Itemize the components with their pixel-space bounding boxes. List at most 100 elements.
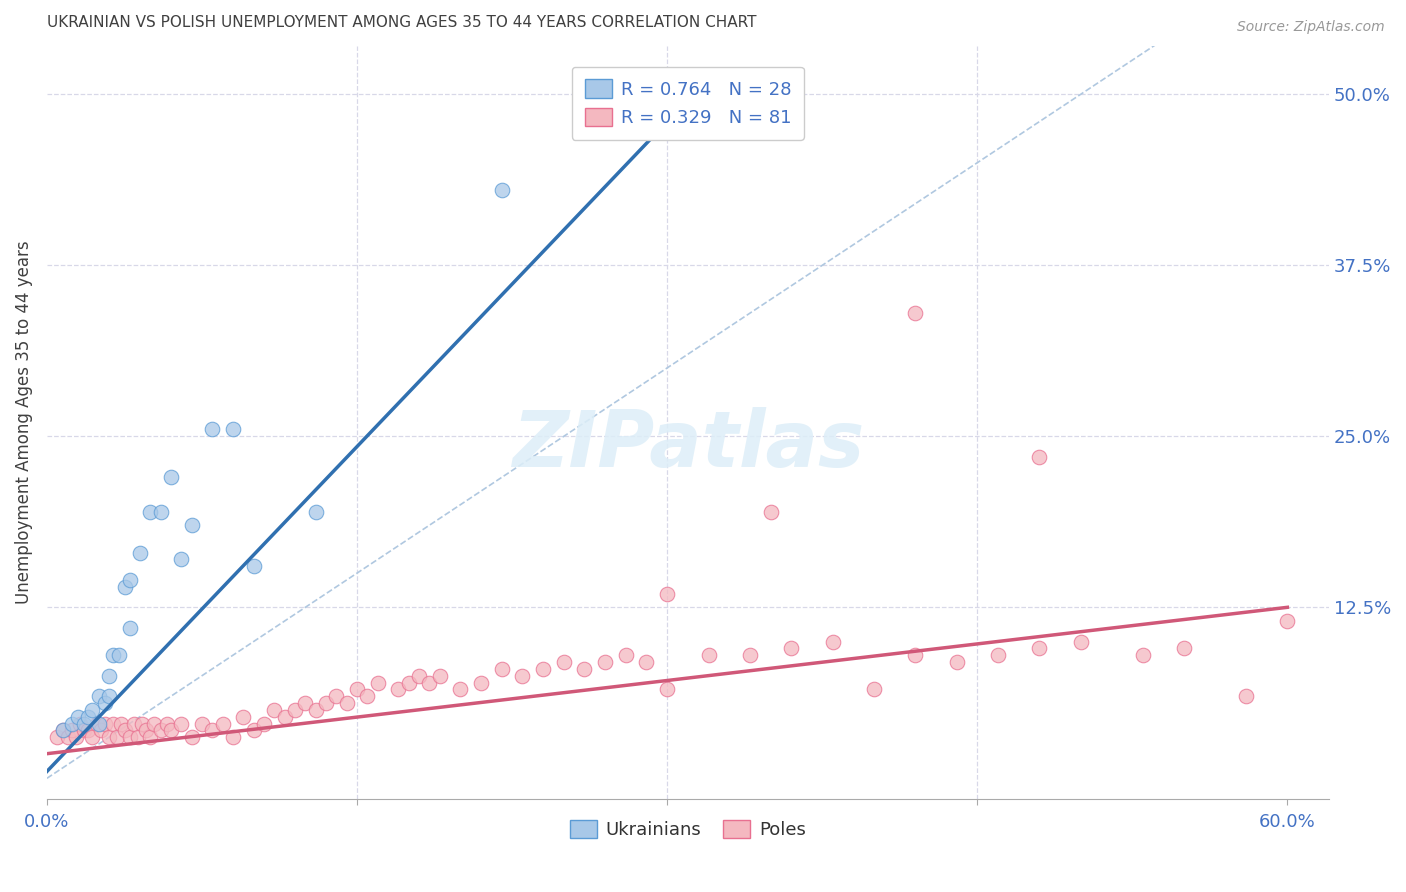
Point — [294, 696, 316, 710]
Point — [110, 716, 132, 731]
Point — [201, 422, 224, 436]
Point — [73, 716, 96, 731]
Point — [114, 580, 136, 594]
Point — [87, 716, 110, 731]
Point — [657, 682, 679, 697]
Point — [122, 716, 145, 731]
Point — [73, 723, 96, 738]
Point — [657, 114, 679, 128]
Point — [1173, 641, 1195, 656]
Point — [191, 716, 214, 731]
Point — [90, 723, 112, 738]
Point — [60, 716, 83, 731]
Point — [97, 731, 120, 745]
Point — [156, 716, 179, 731]
Point — [987, 648, 1010, 663]
Point — [336, 696, 359, 710]
Point — [697, 648, 720, 663]
Point — [657, 587, 679, 601]
Point — [201, 723, 224, 738]
Point — [86, 716, 108, 731]
Point — [118, 621, 141, 635]
Point — [135, 723, 157, 738]
Point — [356, 690, 378, 704]
Point — [470, 675, 492, 690]
Point — [1277, 614, 1299, 628]
Point — [69, 716, 91, 731]
Point — [273, 710, 295, 724]
Point — [398, 675, 420, 690]
Point — [65, 731, 87, 745]
Point — [346, 682, 368, 697]
Point — [263, 703, 285, 717]
Point — [491, 183, 513, 197]
Point — [52, 723, 75, 738]
Y-axis label: Unemployment Among Ages 35 to 44 years: Unemployment Among Ages 35 to 44 years — [15, 241, 32, 605]
Point — [97, 669, 120, 683]
Text: ZIPatlas: ZIPatlas — [512, 408, 863, 483]
Point — [1028, 450, 1050, 464]
Text: UKRAINIAN VS POLISH UNEMPLOYMENT AMONG AGES 35 TO 44 YEARS CORRELATION CHART: UKRAINIAN VS POLISH UNEMPLOYMENT AMONG A… — [46, 15, 756, 30]
Point — [94, 696, 117, 710]
Point — [531, 662, 554, 676]
Point — [56, 731, 79, 745]
Point — [491, 662, 513, 676]
Point — [367, 675, 389, 690]
Point — [108, 648, 131, 663]
Point — [553, 655, 575, 669]
Point — [118, 731, 141, 745]
Point — [305, 703, 328, 717]
Point — [180, 731, 202, 745]
Point — [149, 723, 172, 738]
Point — [821, 634, 844, 648]
Point — [114, 723, 136, 738]
Point — [129, 546, 152, 560]
Point — [232, 710, 254, 724]
Point — [46, 731, 69, 745]
Point — [1132, 648, 1154, 663]
Point — [160, 470, 183, 484]
Point — [77, 710, 100, 724]
Point — [242, 559, 264, 574]
Point — [101, 648, 124, 663]
Point — [759, 504, 782, 518]
Point — [780, 641, 803, 656]
Point — [170, 716, 193, 731]
Point — [139, 504, 162, 518]
Point — [593, 655, 616, 669]
Point — [149, 504, 172, 518]
Point — [82, 703, 104, 717]
Point — [60, 723, 83, 738]
Point — [387, 682, 409, 697]
Text: Source: ZipAtlas.com: Source: ZipAtlas.com — [1237, 20, 1385, 34]
Point — [87, 690, 110, 704]
Point — [1234, 690, 1257, 704]
Point — [738, 648, 761, 663]
Point — [118, 573, 141, 587]
Point — [904, 306, 927, 320]
Point — [1070, 634, 1092, 648]
Point — [143, 716, 166, 731]
Point — [222, 731, 245, 745]
Point — [242, 723, 264, 738]
Point — [863, 682, 886, 697]
Point — [904, 648, 927, 663]
Point — [101, 716, 124, 731]
Point — [97, 690, 120, 704]
Point — [94, 716, 117, 731]
Point — [105, 731, 128, 745]
Point — [418, 675, 440, 690]
Point — [52, 723, 75, 738]
Point — [449, 682, 471, 697]
Point — [127, 731, 149, 745]
Point — [512, 669, 534, 683]
Point — [253, 716, 276, 731]
Point — [429, 669, 451, 683]
Point — [222, 422, 245, 436]
Point — [139, 731, 162, 745]
Point — [614, 648, 637, 663]
Point — [82, 731, 104, 745]
Point — [160, 723, 183, 738]
Point — [284, 703, 307, 717]
Point — [180, 518, 202, 533]
